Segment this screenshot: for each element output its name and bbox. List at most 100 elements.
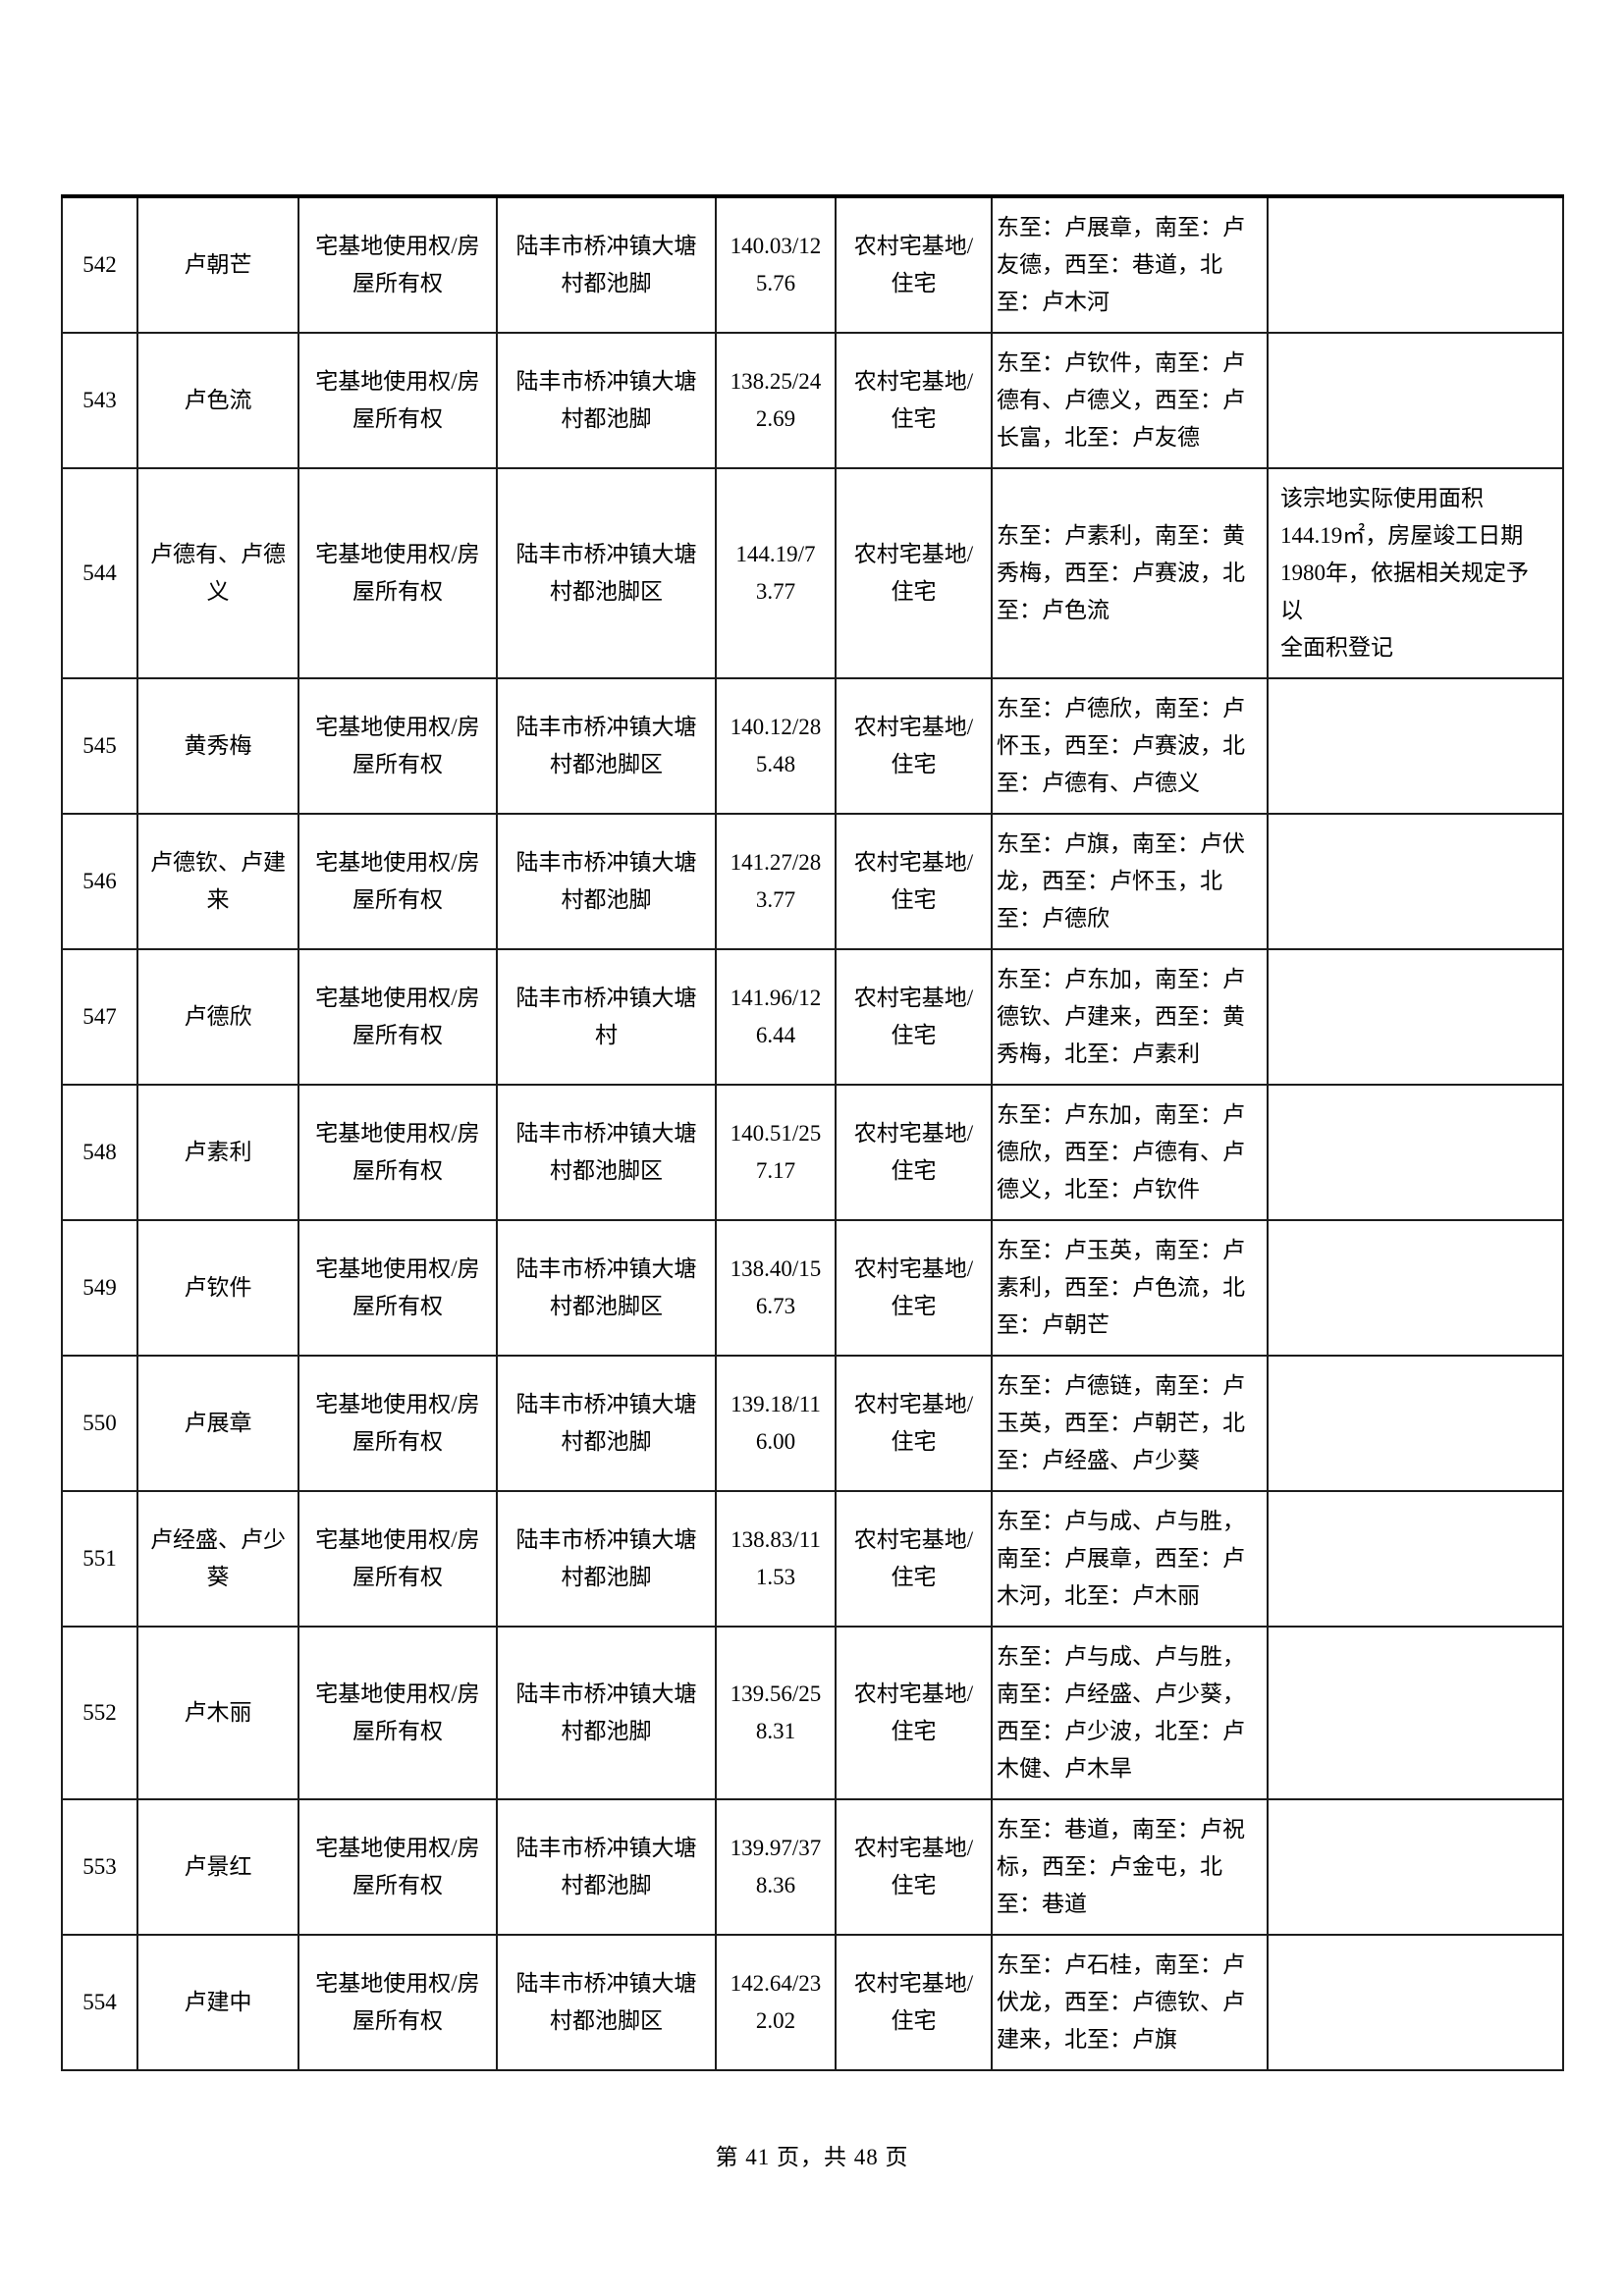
- remark-cell: [1267, 332, 1564, 469]
- page-number-footer: 第 41 页，共 48 页: [715, 2145, 909, 2169]
- remark-cell: [1267, 1219, 1564, 1357]
- serial-number-cell: 545: [61, 677, 138, 815]
- rights-holder-cell: 卢景红: [136, 1798, 299, 1936]
- table-row: 543 卢色流 宅基地使用权/房屋所有权 陆丰市桥冲镇大塘村都池脚 138.25/242…: [61, 332, 1564, 469]
- location-cell: 陆丰市桥冲镇大塘村都池脚: [496, 1626, 717, 1800]
- serial-number-cell: 546: [61, 813, 138, 950]
- remark-cell: 该宗地实际使用面积 144.19㎡，房屋竣工日期 1980年，依据相关规定予以 …: [1267, 467, 1564, 679]
- area-cell: 139.56/258.31: [715, 1626, 837, 1800]
- rights-holder-cell: 卢素利: [136, 1084, 299, 1221]
- right-type-cell: 宅基地使用权/房屋所有权: [298, 813, 498, 950]
- location-cell: 陆丰市桥冲镇大塘村都池脚: [496, 195, 717, 334]
- serial-number-cell: 543: [61, 332, 138, 469]
- serial-number-cell: 554: [61, 1934, 138, 2071]
- usage-cell: 农村宅基地/住宅: [835, 1355, 993, 1492]
- table-row: 552 卢木丽 宅基地使用权/房屋所有权 陆丰市桥冲镇大塘村都池脚 139.56/258…: [61, 1626, 1564, 1800]
- location-cell: 陆丰市桥冲镇大塘村都池脚: [496, 1490, 717, 1628]
- right-type-cell: 宅基地使用权/房屋所有权: [298, 677, 498, 815]
- table-row: 545 黄秀梅 宅基地使用权/房屋所有权 陆丰市桥冲镇大塘村都池脚区 140.12/28…: [61, 677, 1564, 815]
- location-cell: 陆丰市桥冲镇大塘村: [496, 948, 717, 1086]
- boundaries-cell: 东至：卢钦件，南至：卢德有、卢德义，西至：卢长富，北至：卢友德: [991, 332, 1269, 469]
- remark-cell: [1267, 1798, 1564, 1936]
- usage-cell: 农村宅基地/住宅: [835, 1084, 993, 1221]
- area-cell: 142.64/232.02: [715, 1934, 837, 2071]
- area-cell: 139.97/378.36: [715, 1798, 837, 1936]
- land-registration-table: 542 卢朝芒 宅基地使用权/房屋所有权 陆丰市桥冲镇大塘村都池脚 140.03/125…: [61, 194, 1564, 2071]
- remark-cell: [1267, 1084, 1564, 1221]
- table-row: 546 卢德钦、卢建来 宅基地使用权/房屋所有权 陆丰市桥冲镇大塘村都池脚 141.27…: [61, 813, 1564, 950]
- right-type-cell: 宅基地使用权/房屋所有权: [298, 1490, 498, 1628]
- right-type-cell: 宅基地使用权/房屋所有权: [298, 1798, 498, 1936]
- area-cell: 140.03/125.76: [715, 195, 837, 334]
- usage-cell: 农村宅基地/住宅: [835, 1798, 993, 1936]
- area-cell: 139.18/116.00: [715, 1355, 837, 1492]
- remark-cell: [1267, 195, 1564, 334]
- rights-holder-cell: 黄秀梅: [136, 677, 299, 815]
- serial-number-cell: 551: [61, 1490, 138, 1628]
- table-body: 542 卢朝芒 宅基地使用权/房屋所有权 陆丰市桥冲镇大塘村都池脚 140.03/125…: [61, 195, 1564, 2071]
- boundaries-cell: 东至：卢玉英，南至：卢素利，西至：卢色流，北至：卢朝芒: [991, 1219, 1269, 1357]
- serial-number-cell: 544: [61, 467, 138, 679]
- table-row: 553 卢景红 宅基地使用权/房屋所有权 陆丰市桥冲镇大塘村都池脚 139.97/378…: [61, 1798, 1564, 1936]
- usage-cell: 农村宅基地/住宅: [835, 813, 993, 950]
- remark-cell: [1267, 1626, 1564, 1800]
- usage-cell: 农村宅基地/住宅: [835, 677, 993, 815]
- boundaries-cell: 东至：卢德链，南至：卢玉英，西至：卢朝芒，北至：卢经盛、卢少葵: [991, 1355, 1269, 1492]
- table-row: 551 卢经盛、卢少葵 宅基地使用权/房屋所有权 陆丰市桥冲镇大塘村都池脚 138.83…: [61, 1490, 1564, 1628]
- rights-holder-cell: 卢木丽: [136, 1626, 299, 1800]
- usage-cell: 农村宅基地/住宅: [835, 1626, 993, 1800]
- remark-cell: [1267, 1934, 1564, 2071]
- rights-holder-cell: 卢色流: [136, 332, 299, 469]
- boundaries-cell: 东至：卢旗，南至：卢伏龙，西至：卢怀玉，北至：卢德欣: [991, 813, 1269, 950]
- location-cell: 陆丰市桥冲镇大塘村都池脚: [496, 813, 717, 950]
- boundaries-cell: 东至：卢东加，南至：卢德欣，西至：卢德有、卢德义，北至：卢钦件: [991, 1084, 1269, 1221]
- usage-cell: 农村宅基地/住宅: [835, 948, 993, 1086]
- location-cell: 陆丰市桥冲镇大塘村都池脚区: [496, 1934, 717, 2071]
- rights-holder-cell: 卢德欣: [136, 948, 299, 1086]
- boundaries-cell: 东至：卢东加，南至：卢德钦、卢建来，西至：黄秀梅，北至：卢素利: [991, 948, 1269, 1086]
- table-row: 554 卢建中 宅基地使用权/房屋所有权 陆丰市桥冲镇大塘村都池脚区 142.64/23…: [61, 1934, 1564, 2071]
- boundaries-cell: 东至：卢素利，南至：黄秀梅，西至：卢赛波，北至：卢色流: [991, 467, 1269, 679]
- rights-holder-cell: 卢钦件: [136, 1219, 299, 1357]
- location-cell: 陆丰市桥冲镇大塘村都池脚: [496, 1798, 717, 1936]
- area-cell: 140.51/257.17: [715, 1084, 837, 1221]
- usage-cell: 农村宅基地/住宅: [835, 467, 993, 679]
- remark-cell: [1267, 948, 1564, 1086]
- right-type-cell: 宅基地使用权/房屋所有权: [298, 1626, 498, 1800]
- location-cell: 陆丰市桥冲镇大塘村都池脚区: [496, 1084, 717, 1221]
- serial-number-cell: 553: [61, 1798, 138, 1936]
- usage-cell: 农村宅基地/住宅: [835, 332, 993, 469]
- rights-holder-cell: 卢经盛、卢少葵: [136, 1490, 299, 1628]
- serial-number-cell: 550: [61, 1355, 138, 1492]
- table-row: 542 卢朝芒 宅基地使用权/房屋所有权 陆丰市桥冲镇大塘村都池脚 140.03/125…: [61, 195, 1564, 334]
- serial-number-cell: 548: [61, 1084, 138, 1221]
- right-type-cell: 宅基地使用权/房屋所有权: [298, 332, 498, 469]
- boundaries-cell: 东至：卢石桂，南至：卢伏龙，西至：卢德钦、卢建来，北至：卢旗: [991, 1934, 1269, 2071]
- location-cell: 陆丰市桥冲镇大塘村都池脚区: [496, 1219, 717, 1357]
- remark-cell: [1267, 813, 1564, 950]
- remark-cell: [1267, 1355, 1564, 1492]
- boundaries-cell: 东至：巷道，南至：卢祝标，西至：卢金屯，北至：巷道: [991, 1798, 1269, 1936]
- right-type-cell: 宅基地使用权/房屋所有权: [298, 1355, 498, 1492]
- right-type-cell: 宅基地使用权/房屋所有权: [298, 1219, 498, 1357]
- right-type-cell: 宅基地使用权/房屋所有权: [298, 1084, 498, 1221]
- usage-cell: 农村宅基地/住宅: [835, 1934, 993, 2071]
- serial-number-cell: 549: [61, 1219, 138, 1357]
- rights-holder-cell: 卢德钦、卢建来: [136, 813, 299, 950]
- area-cell: 138.40/156.73: [715, 1219, 837, 1357]
- location-cell: 陆丰市桥冲镇大塘村都池脚: [496, 332, 717, 469]
- table-row: 550 卢展章 宅基地使用权/房屋所有权 陆丰市桥冲镇大塘村都池脚 139.18/116…: [61, 1355, 1564, 1492]
- remark-cell: [1267, 1490, 1564, 1628]
- right-type-cell: 宅基地使用权/房屋所有权: [298, 948, 498, 1086]
- right-type-cell: 宅基地使用权/房屋所有权: [298, 195, 498, 334]
- usage-cell: 农村宅基地/住宅: [835, 1219, 993, 1357]
- boundaries-cell: 东至：卢与成、卢与胜，南至：卢经盛、卢少葵，西至：卢少波，北至：卢木健、卢木旱: [991, 1626, 1269, 1800]
- table-row: 548 卢素利 宅基地使用权/房屋所有权 陆丰市桥冲镇大塘村都池脚区 140.51/25…: [61, 1084, 1564, 1221]
- remark-cell: [1267, 677, 1564, 815]
- usage-cell: 农村宅基地/住宅: [835, 195, 993, 334]
- area-cell: 140.12/285.48: [715, 677, 837, 815]
- area-cell: 138.83/111.53: [715, 1490, 837, 1628]
- rights-holder-cell: 卢朝芒: [136, 195, 299, 334]
- serial-number-cell: 542: [61, 195, 138, 334]
